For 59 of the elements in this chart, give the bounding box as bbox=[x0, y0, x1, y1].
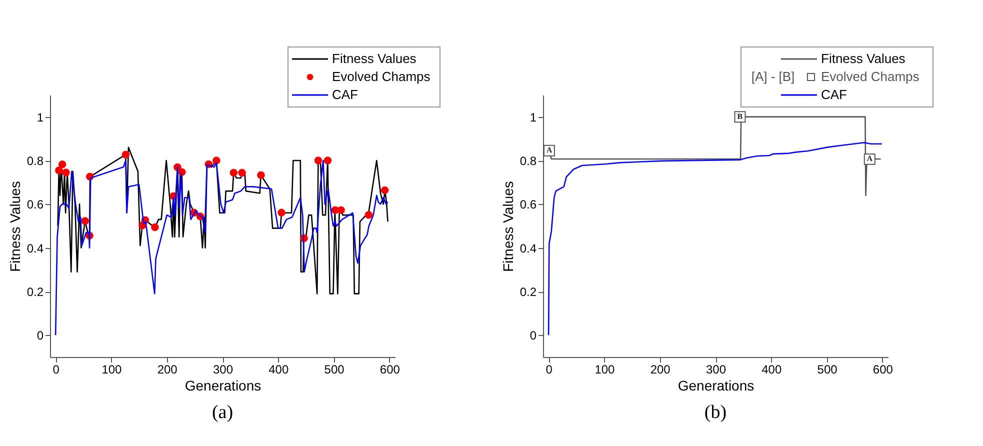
y-tick-label: 0 bbox=[530, 328, 537, 343]
x-tick-label: 0 bbox=[546, 362, 553, 376]
x-tick-label: 300 bbox=[706, 362, 726, 376]
point bbox=[81, 217, 89, 225]
x-tick-label: 300 bbox=[212, 362, 234, 376]
annotation: A bbox=[546, 146, 552, 155]
legend-label: CAF bbox=[332, 87, 358, 102]
point bbox=[55, 166, 63, 174]
x-tick-label: 400 bbox=[268, 362, 289, 376]
x-tick-label: 600 bbox=[380, 362, 400, 376]
y-tick-label: 1 bbox=[530, 110, 537, 124]
y-tick-label: 0 bbox=[36, 328, 44, 343]
x-tick-label: 600 bbox=[872, 362, 894, 376]
legend-label: CAF bbox=[821, 87, 848, 102]
x-axis-title: Generations bbox=[184, 378, 262, 394]
point bbox=[212, 156, 220, 164]
point bbox=[364, 211, 372, 219]
x-tick-label: 200 bbox=[650, 362, 671, 376]
point bbox=[278, 208, 286, 217]
annotation: A bbox=[866, 154, 873, 164]
x-tick-label: 200 bbox=[157, 362, 178, 376]
point bbox=[62, 168, 70, 176]
legend-label: Fitness Values bbox=[332, 51, 417, 66]
point bbox=[337, 206, 345, 214]
text: (a) bbox=[212, 402, 234, 423]
y-tick-label: 0.8 bbox=[26, 154, 44, 168]
text: (b) bbox=[704, 402, 727, 423]
legend-label: Evolved Champs bbox=[332, 69, 431, 84]
y-tick-label: 0.4 bbox=[520, 241, 537, 256]
point bbox=[230, 168, 238, 177]
y-axis-title: Fitness Values bbox=[500, 181, 516, 272]
point bbox=[314, 156, 322, 164]
text: [A] - [B] bbox=[751, 69, 795, 84]
legend-label: Evolved Champs bbox=[821, 69, 920, 84]
y-tick-label: 0.4 bbox=[26, 241, 44, 256]
x-tick-label: 0 bbox=[52, 362, 60, 376]
line-series bbox=[548, 142, 883, 336]
point bbox=[58, 160, 66, 168]
x-tick-label: 500 bbox=[817, 362, 838, 376]
point bbox=[257, 171, 265, 179]
point bbox=[380, 186, 389, 194]
y-tick-label: 1 bbox=[36, 110, 44, 124]
y-tick-label: 0.2 bbox=[26, 285, 44, 299]
point bbox=[324, 156, 332, 164]
y-tick-label: 0.6 bbox=[520, 198, 537, 212]
y-tick-label: 0.2 bbox=[520, 285, 537, 299]
legend-label: Fitness Values bbox=[821, 51, 906, 66]
x-axis-title: Generations bbox=[678, 378, 754, 394]
point bbox=[151, 223, 159, 232]
point bbox=[122, 150, 130, 158]
y-axis-title: Fitness Values bbox=[6, 181, 23, 272]
y-tick-label: 0.6 bbox=[26, 198, 44, 212]
x-tick-label: 500 bbox=[324, 362, 345, 376]
x-tick-label: 100 bbox=[102, 362, 122, 376]
point bbox=[238, 168, 246, 177]
y-tick-label: 0.8 bbox=[520, 154, 537, 168]
x-tick-label: 100 bbox=[594, 362, 616, 376]
x-tick-label: 400 bbox=[762, 362, 782, 376]
annotation: B bbox=[737, 112, 744, 121]
